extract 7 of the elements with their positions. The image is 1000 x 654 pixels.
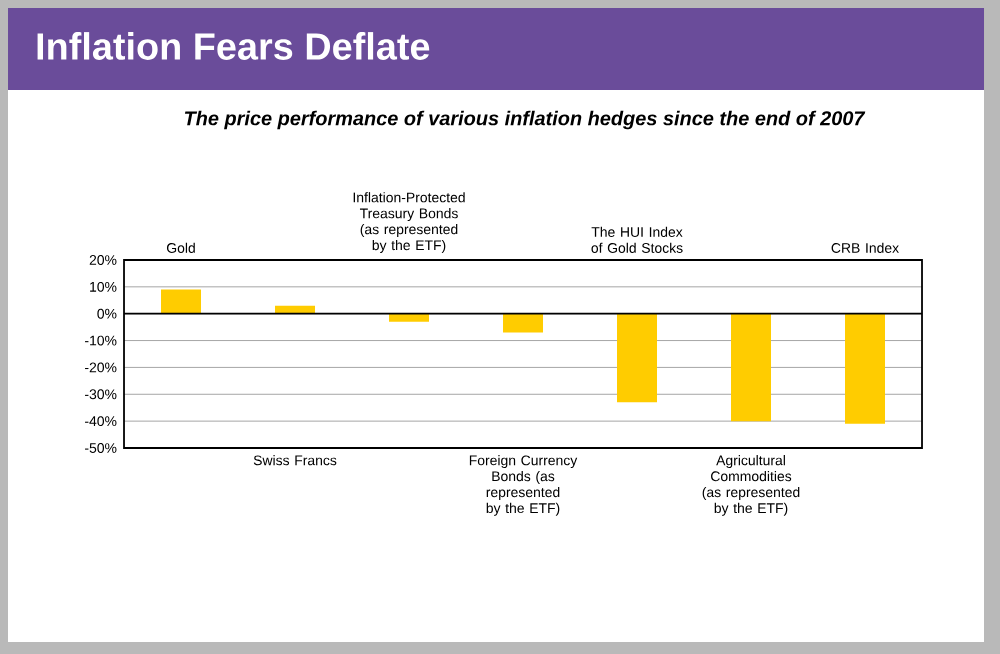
chart-title: Inflation Fears Deflate [37,32,430,60]
bar [617,313,658,403]
bar [731,313,772,422]
chart-subtitle: The price performance of various inflation hedges since the end of 2007 [184,110,866,130]
bar [845,313,886,424]
bar [161,289,202,314]
bar [503,313,544,333]
